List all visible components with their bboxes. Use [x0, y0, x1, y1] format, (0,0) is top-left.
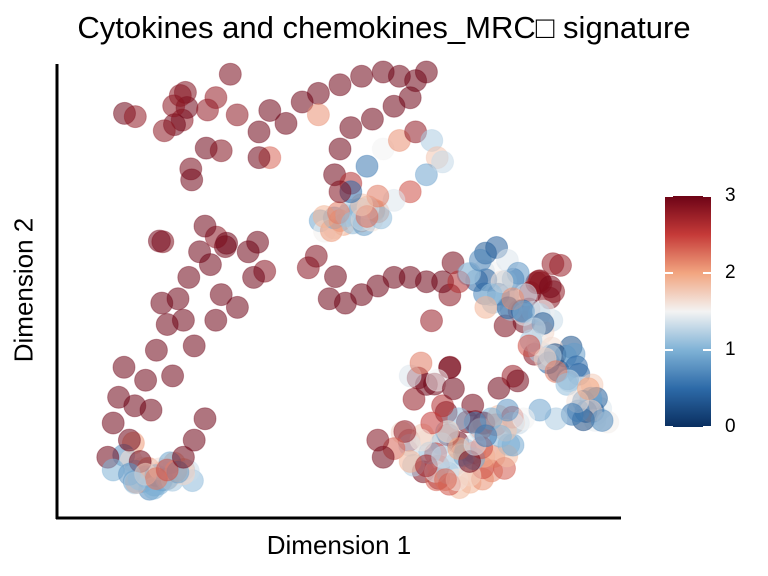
data-point — [198, 253, 222, 277]
data-point — [306, 103, 330, 127]
data-point — [215, 231, 239, 255]
data-point — [555, 372, 579, 396]
colorbar-ticks — [665, 195, 711, 428]
data-point — [209, 283, 233, 307]
data-point — [274, 111, 298, 135]
data-point — [306, 81, 330, 105]
x-axis-label: Dimension 1 — [266, 530, 412, 560]
data-point — [441, 377, 465, 401]
cluster-point — [549, 253, 572, 277]
data-point — [360, 107, 384, 131]
points-layer — [96, 60, 620, 501]
data-point — [177, 265, 201, 289]
cluster-point — [147, 229, 171, 253]
data-point — [512, 300, 536, 324]
cluster-point — [196, 98, 219, 122]
data-point — [247, 146, 271, 170]
cluster-point — [538, 275, 562, 299]
data-point — [517, 334, 541, 358]
cluster-point — [420, 309, 443, 333]
data-point — [409, 351, 433, 375]
cluster-point — [506, 369, 530, 393]
colorbar-tick-label: 3 — [725, 185, 736, 206]
cluster-point — [225, 103, 249, 127]
data-point — [193, 407, 217, 431]
data-point — [134, 368, 158, 392]
data-point — [382, 94, 406, 118]
data-point — [414, 60, 438, 84]
data-point — [236, 240, 260, 264]
data-point — [171, 308, 195, 332]
data-point — [339, 116, 363, 140]
colorbar-tick-label: 2 — [725, 262, 736, 283]
cluster-point — [304, 244, 328, 268]
data-point — [101, 411, 125, 435]
data-point — [328, 180, 352, 204]
cluster-point — [209, 139, 233, 163]
data-point — [328, 137, 352, 161]
data-point — [393, 420, 417, 443]
chart-title: Cytokines and chemokines_MRC□ signature — [77, 10, 691, 45]
data-point — [182, 334, 206, 358]
data-point — [123, 471, 147, 495]
data-point — [150, 291, 174, 315]
colorbar — [665, 196, 711, 427]
data-point — [474, 424, 498, 448]
colorbar-tick-label: 0 — [725, 416, 736, 437]
y-axis-label: Dimension 2 — [8, 217, 39, 363]
data-point — [576, 377, 600, 401]
data-point — [242, 265, 266, 289]
data-point — [117, 428, 141, 452]
cluster-point — [162, 94, 186, 118]
data-point — [328, 73, 352, 97]
cluster-point — [123, 105, 147, 129]
cluster-point — [590, 409, 614, 432]
cluster-point — [434, 468, 457, 492]
data-point — [366, 428, 390, 452]
data-point — [182, 428, 206, 452]
data-point — [155, 458, 179, 482]
data-point — [431, 150, 455, 174]
data-point — [468, 248, 492, 272]
data-point — [247, 120, 271, 144]
cluster-point — [218, 62, 242, 86]
data-point — [225, 295, 249, 319]
data-point — [112, 355, 136, 379]
data-point — [161, 364, 185, 388]
data-point — [420, 411, 444, 435]
data-point — [204, 308, 228, 332]
cluster-point — [179, 157, 203, 181]
data-point — [355, 154, 379, 178]
cluster-point — [152, 119, 176, 143]
cluster-point — [324, 265, 347, 289]
data-point — [144, 338, 168, 362]
cluster-point — [402, 387, 426, 411]
data-point — [258, 99, 282, 122]
colorbar-tick-label: 1 — [725, 339, 736, 360]
data-point — [350, 64, 374, 88]
data-point — [139, 398, 163, 422]
data-point — [474, 295, 498, 319]
data-point — [431, 394, 455, 418]
data-point — [171, 445, 195, 469]
data-point — [193, 214, 217, 238]
data-point — [414, 163, 438, 187]
